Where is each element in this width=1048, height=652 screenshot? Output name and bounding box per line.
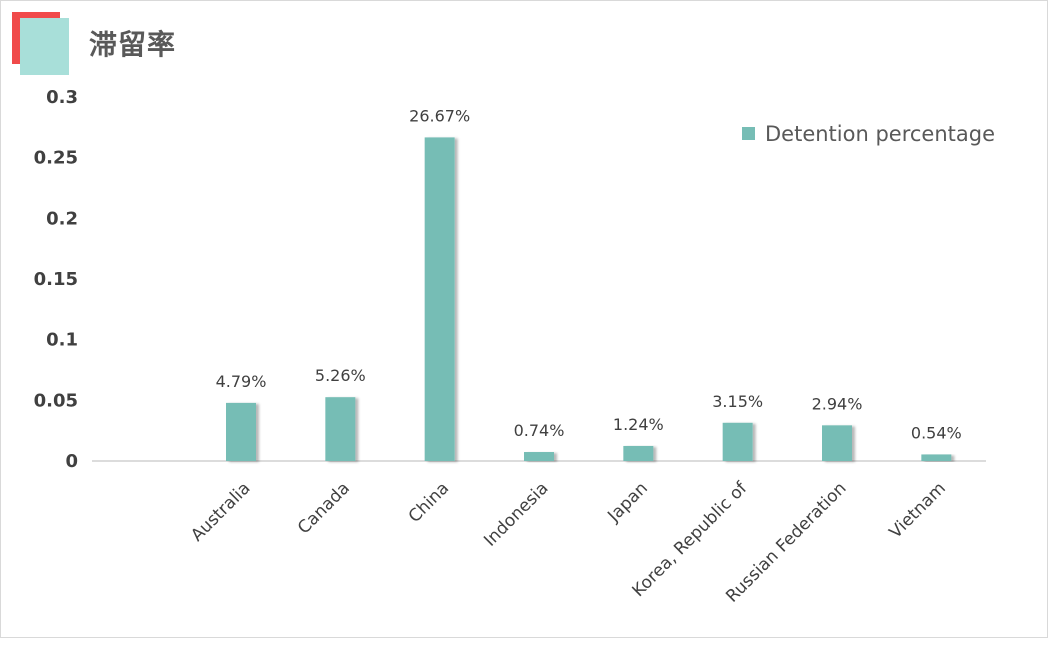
y-tick-label: 0.3 [46, 87, 78, 108]
category-labels: Australia Canada China Indonesia JapanKorea,… [187, 478, 950, 607]
bar [524, 452, 554, 461]
bar [325, 397, 356, 461]
x-category-label: Indonesia [480, 478, 552, 550]
data-labels: 4.79% 5.26% 26.67% 0.74% 1.24% 3.15% 2.94% 0.54… [216, 106, 962, 442]
chart-frame: 滞留率 [0, 0, 1048, 638]
data-label: 5.26% [315, 366, 366, 385]
bar [424, 137, 455, 462]
bar [623, 445, 654, 461]
x-category-label: Japan [603, 478, 651, 526]
y-tick-label: 0.05 [34, 390, 78, 411]
y-tick-label: 0.25 [34, 148, 78, 169]
bars [226, 137, 952, 462]
legend: Detention percentage [742, 122, 995, 146]
logo-teal-square [20, 18, 69, 75]
data-label: 0.54% [911, 423, 962, 442]
y-axis: 0 0.05 0.1 0.15 0.2 0.25 0.3 [34, 87, 78, 472]
data-label: 1.24% [613, 415, 664, 434]
y-tick-label: 0.15 [34, 269, 78, 290]
y-tick-label: 0.2 [46, 208, 78, 229]
data-label: 2.94% [812, 394, 863, 413]
bar [822, 425, 852, 461]
bar [226, 402, 256, 461]
data-label: 3.15% [712, 392, 763, 411]
data-label: 26.67% [409, 106, 470, 125]
y-tick-label: 0.1 [46, 330, 78, 351]
legend-label: Detention percentage [765, 122, 995, 146]
chart-title: 滞留率 [89, 28, 177, 61]
x-category-label: China [405, 478, 453, 526]
x-category-label: Canada [294, 478, 354, 538]
data-label: 4.79% [216, 372, 267, 391]
bar [722, 422, 753, 461]
x-category-label: Australia [187, 478, 254, 545]
bar [921, 454, 952, 461]
x-category-label: Vietnam [886, 478, 950, 542]
legend-swatch [742, 127, 755, 140]
y-tick-label: 0 [65, 451, 78, 472]
data-label: 0.74% [514, 421, 565, 440]
